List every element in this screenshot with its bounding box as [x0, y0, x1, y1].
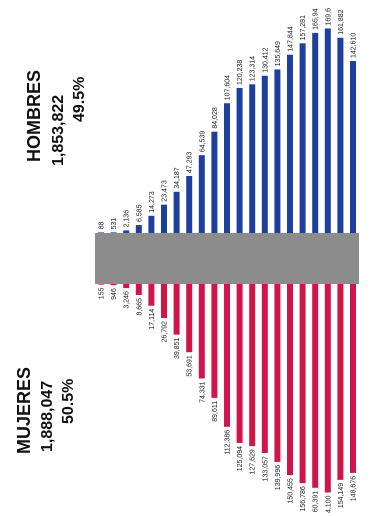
men-bar [161, 204, 167, 233]
women-value-label: 89,611 [212, 401, 219, 422]
men-value-label: 147,844 [288, 26, 295, 51]
men-bar [299, 43, 306, 233]
men-value-label: 88 [99, 222, 106, 230]
women-bar [186, 284, 193, 353]
age-axis-band [95, 233, 359, 284]
women-bar [274, 284, 281, 462]
men-bar [249, 84, 256, 233]
men-bar [274, 69, 281, 233]
men-bar [337, 37, 344, 233]
women-value-label: 60,391 [313, 491, 320, 513]
women-value-label: 156,786 [300, 486, 307, 511]
men-value-label: 120,238 [237, 60, 244, 85]
women-pct: 50.5% [60, 379, 77, 424]
men-value-label: 165,94 [313, 8, 320, 30]
men-value-label: 14,273 [149, 191, 156, 213]
women-value-label: 17,114 [149, 309, 156, 330]
men-bar [198, 155, 205, 233]
men-value-label: 84,028 [212, 107, 219, 129]
men-bar [324, 28, 331, 233]
women-value-label: 112,386 [225, 430, 232, 455]
men-value-label: 47,293 [187, 151, 194, 173]
women-value-label: 53,691 [187, 355, 194, 377]
women-bar [198, 284, 205, 379]
men-value-label: 2,136 [124, 210, 131, 228]
men-bar [350, 61, 356, 234]
women-value-label: 39,851 [174, 338, 181, 360]
women-bar [236, 284, 243, 443]
women-bar [261, 284, 268, 454]
men-value-label: 157,281 [300, 15, 307, 40]
women-bar [110, 284, 117, 286]
women-value-label: 133,057 [262, 456, 269, 481]
women-bar [324, 284, 331, 493]
men-bar [312, 32, 319, 233]
women-value-label: 3,246 [124, 291, 131, 309]
women-value-label: 26,792 [162, 321, 169, 343]
women-value-label: 946 [111, 288, 118, 300]
men-bar [261, 75, 268, 234]
women-value-label: 74,331 [199, 381, 206, 403]
women-value-label: 155 [99, 288, 106, 300]
men-value-label: 107,604 [225, 75, 232, 100]
women-bar [337, 284, 344, 480]
bars-layer: 88 155 531 946 2,136 3,246 6,585 8,665 14,273 17,… [95, 8, 359, 513]
men-bar [236, 88, 243, 234]
men-pct: 49.5% [71, 77, 88, 122]
women-bar [135, 284, 142, 296]
women-value-label: 154,149 [338, 483, 345, 508]
men-value-label: 123,314 [250, 56, 257, 81]
men-bar [211, 131, 218, 233]
men-value-label: 161,882 [338, 9, 345, 34]
men-bar [98, 232, 104, 233]
women-total: 1,888,047 [39, 381, 56, 452]
women-bar [312, 284, 319, 488]
women-bar [299, 284, 306, 484]
men-bar [287, 54, 293, 233]
men-bar [224, 103, 230, 233]
men-value-label: 64,539 [199, 131, 206, 153]
women-value-label: 139,996 [275, 465, 282, 490]
women-value-label: 125,094 [237, 446, 244, 471]
women-bar [161, 284, 167, 319]
women-bar [173, 284, 180, 335]
women-bar [148, 284, 155, 306]
women-bar [287, 284, 293, 476]
men-bar [123, 230, 130, 233]
women-value-label: 4,100 [325, 495, 332, 513]
men-value-label: 135,649 [275, 41, 282, 66]
men-total: 1,853,822 [50, 95, 67, 166]
men-value-label: 34,187 [174, 167, 181, 189]
women-bar [224, 284, 230, 427]
women-value-label: 127,629 [250, 449, 257, 474]
men-bar [110, 232, 117, 233]
men-value-label: 23,473 [162, 180, 169, 202]
men-bar [148, 215, 155, 233]
women-bar [249, 284, 256, 447]
men-label: HOMBRES [24, 70, 44, 162]
women-value-label: 148,676 [351, 476, 358, 501]
women-bar [211, 284, 218, 398]
men-bar [135, 225, 142, 233]
men-value-label: 531 [111, 218, 118, 230]
men-value-label: 6,585 [136, 204, 143, 222]
men-value-label: 142,610 [351, 33, 358, 58]
women-label: MUJERES [14, 367, 34, 454]
women-bar [350, 284, 356, 473]
women-bar [98, 284, 104, 285]
men-bar [173, 191, 180, 233]
women-value-label: 150,455 [288, 478, 295, 503]
men-bar [186, 175, 193, 233]
men-value-label: 169,6 [325, 8, 332, 26]
men-value-label: 130,412 [262, 47, 269, 72]
women-bar [123, 284, 130, 289]
women-value-label: 8,665 [136, 298, 143, 316]
